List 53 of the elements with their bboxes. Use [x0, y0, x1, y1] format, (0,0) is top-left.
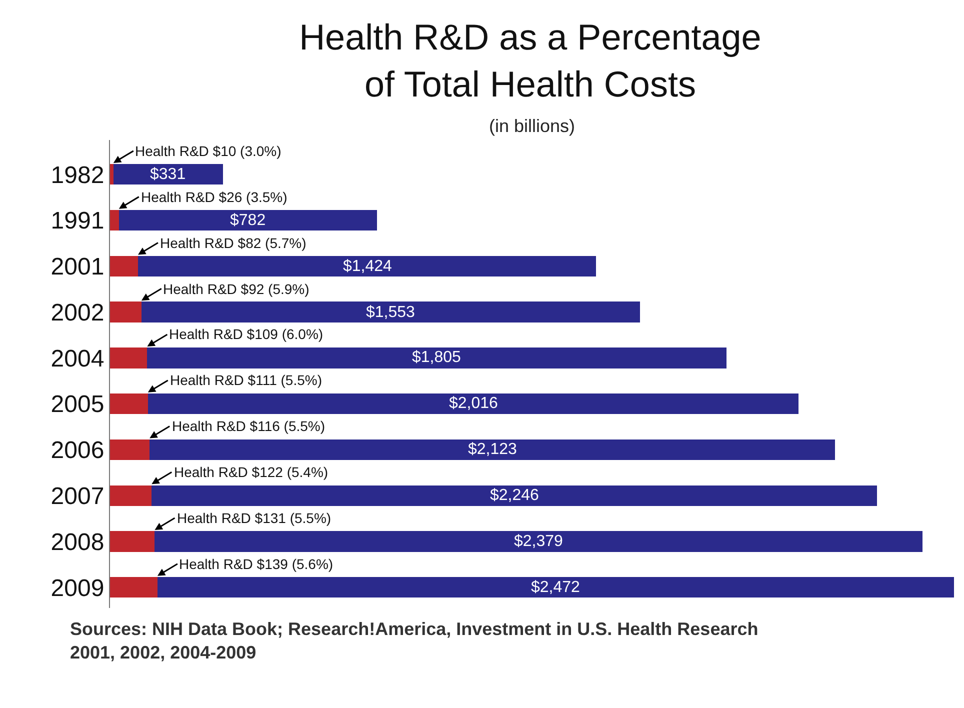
bar: [110, 577, 158, 598]
bar: [141, 302, 640, 322]
bar: [110, 394, 148, 414]
y-tick-label: 1982: [50, 162, 104, 189]
bar: [157, 577, 954, 598]
bar: [154, 531, 922, 552]
source-note: Sources: NIH Data Book; Research!America, Investment in U.S. Health Research 2001, 2002, 2004-2009: [70, 619, 758, 662]
total-label: $2,123: [468, 441, 518, 458]
bar: [110, 256, 138, 276]
y-tick-label: 2006: [50, 437, 104, 464]
y-tick-label: 2004: [50, 345, 104, 372]
total-label: $1,553: [366, 304, 416, 321]
total-label: $2,472: [531, 579, 580, 596]
data-label: Health R&D $109 (6.0%): [169, 326, 324, 342]
data-label: Health R&D $92 (5.9%): [163, 281, 310, 297]
total-label: $2,246: [490, 487, 540, 504]
chart-title: Health R&D as a Percentage of Total Health Costs: [299, 16, 762, 104]
total-label: $782: [230, 212, 266, 229]
data-label: Health R&D $111 (5.5%): [170, 372, 322, 388]
data-label: Health R&D $82 (5.7%): [160, 235, 306, 251]
bar: [152, 485, 877, 506]
total-label: $331: [150, 166, 186, 183]
y-tick-label: 2002: [50, 299, 104, 326]
bar: [110, 210, 119, 231]
bar: [110, 164, 114, 185]
bar: [110, 439, 150, 460]
y-tick-label: 1991: [50, 208, 104, 235]
total-label: $1,805: [412, 349, 462, 366]
data-label: Health R&D $10 (3.0%): [135, 143, 282, 159]
total-label: $2,379: [514, 533, 564, 550]
bar: [118, 210, 377, 231]
bar: [138, 256, 596, 276]
y-tick-label: 2008: [50, 528, 104, 556]
bar: [110, 302, 142, 322]
data-label: Health R&D $122 (5.4%): [174, 464, 328, 480]
chart-subtitle: (in billions): [489, 116, 576, 136]
data-label: Health R&D $116 (5.5%): [172, 418, 326, 434]
bar: [113, 164, 224, 185]
y-tick-label: 2001: [50, 254, 104, 281]
data-label: Health R&D $131 (5.5%): [177, 510, 332, 526]
y-tick-label: 2009: [50, 574, 104, 602]
bar: [110, 531, 155, 552]
bar: [147, 348, 726, 368]
y-tick-label: 2007: [50, 482, 104, 510]
data-label: Health R&D $26 (3.5%): [141, 189, 288, 205]
total-label: $1,424: [343, 258, 392, 275]
data-label: Health R&D $139 (5.6%): [179, 556, 334, 572]
bar: [110, 485, 152, 506]
bar: [150, 439, 835, 460]
bar: [110, 348, 148, 368]
total-label: $2,016: [449, 395, 498, 412]
bar: [148, 394, 798, 414]
y-tick-label: 2005: [50, 391, 104, 418]
